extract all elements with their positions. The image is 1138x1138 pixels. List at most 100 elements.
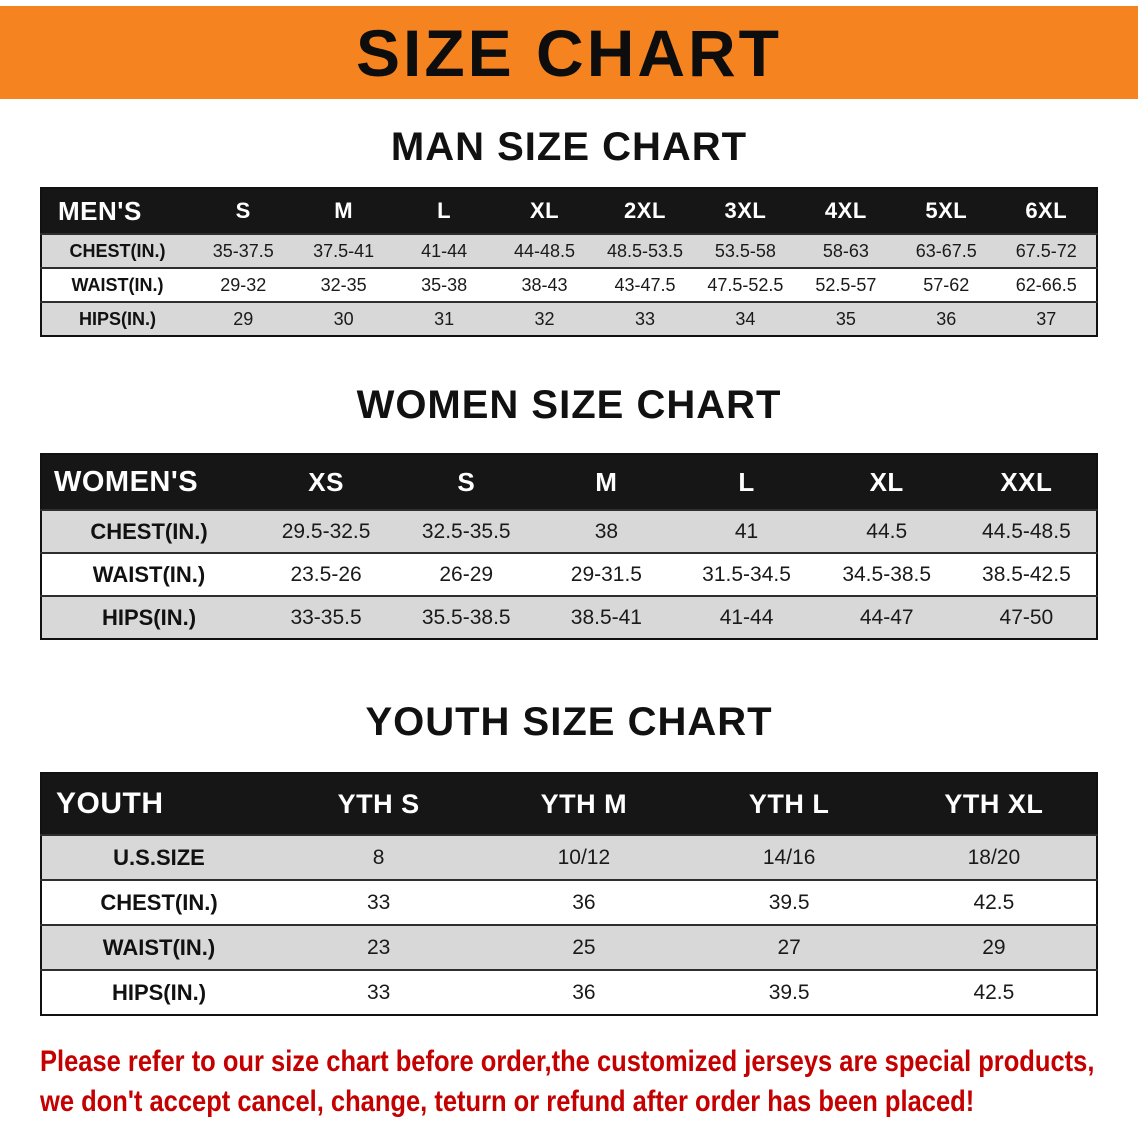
value-cell: 36 <box>572 890 596 914</box>
measurement-row: CHEST(IN.) 33 36 39.5 42.5 <box>41 880 1097 925</box>
table-title-cell: MEN'S <box>41 188 193 234</box>
size-header-cell: 3XL <box>695 188 796 234</box>
row-label-cell: WAIST(IN.) <box>71 274 164 295</box>
size-header-cell: S <box>193 188 294 234</box>
value-cell: 39.5 <box>768 890 810 914</box>
table-title-cell: WOMEN'S <box>41 454 256 510</box>
value-cell: 53.5-58 <box>714 240 776 261</box>
value-cell: 29 <box>233 308 254 329</box>
row-label-cell: CHEST(IN.) <box>90 518 208 544</box>
measurement-row: HIPS(IN.) 33-35.5 35.5-38.5 38.5-41 41-44 44-… <box>41 596 1097 639</box>
value-cell: 35-38 <box>421 274 468 295</box>
row-label-cell: CHEST(IN.) <box>100 889 218 915</box>
row-label-cell: HIPS(IN.) <box>78 308 156 329</box>
value-cell: 44-48.5 <box>514 240 576 261</box>
value-cell: 32 <box>534 308 555 329</box>
size-header-cell: XL <box>494 188 595 234</box>
measurement-row: WAIST(IN.) 23.5-26 26-29 29-31.5 31.5-34.5 34… <box>41 553 1097 596</box>
value-cell: 35 <box>835 308 856 329</box>
size-header-cell: XL <box>816 454 957 510</box>
size-header-cell: M <box>293 188 394 234</box>
value-cell: 8 <box>372 845 385 869</box>
value-cell: 35-37.5 <box>212 240 274 261</box>
man-chart-heading: MAN SIZE CHART <box>390 125 748 169</box>
size-header-cell: 4XL <box>795 188 897 234</box>
size-header-cell: M <box>536 454 677 510</box>
notice-line-1: Please refer to our size chart before or… <box>40 1045 1095 1078</box>
row-label-cell: U.S.SIZE <box>113 844 205 870</box>
value-cell: 32-35 <box>320 274 367 295</box>
value-cell: 34 <box>735 308 756 329</box>
size-header-cell: YTH M <box>481 773 687 835</box>
value-cell: 41-44 <box>719 605 774 629</box>
header-row: WOMEN'S XS S M L XL XXL <box>41 454 1097 510</box>
value-cell: 14/16 <box>762 845 816 869</box>
value-cell: 67.5-72 <box>1015 240 1077 261</box>
size-header-cell: 6XL <box>996 188 1097 234</box>
table-title-cell: YOUTH <box>41 773 276 835</box>
value-cell: 52.5-57 <box>815 274 877 295</box>
youth-size-section: YOUTH SIZE CHART YOUTH YTH S YTH M YTH L YTH… <box>0 698 1138 1016</box>
value-cell: 37.5-41 <box>313 240 375 261</box>
value-cell: 27 <box>777 935 801 959</box>
value-cell: 36 <box>572 980 596 1004</box>
man-size-section: MAN SIZE CHART MEN'S S M L XL 2XL 3XL 4XL 5XL 6XL… <box>0 123 1138 337</box>
value-cell: 42.5 <box>973 890 1015 914</box>
youth-size-table: YOUTH YTH S YTH M YTH L YTH XL U.S.SIZE 8 10/12… <box>40 772 1098 1016</box>
value-cell: 10/12 <box>557 845 611 869</box>
value-cell: 35.5-38.5 <box>421 605 511 629</box>
size-header-cell: XS <box>256 454 397 510</box>
measurement-row: WAIST(IN.) 29-32 32-35 35-38 38-43 43-47.5 47.… <box>41 268 1097 302</box>
value-cell: 33 <box>634 308 655 329</box>
value-cell: 48.5-53.5 <box>606 240 683 261</box>
size-header-cell: YTH S <box>276 773 482 835</box>
value-cell: 34.5-38.5 <box>842 562 932 586</box>
row-label-cell: WAIST(IN.) <box>102 934 216 960</box>
value-cell: 29-31.5 <box>570 562 642 586</box>
size-header-cell: L <box>393 188 495 234</box>
value-cell: 63-67.5 <box>915 240 977 261</box>
value-cell: 31.5-34.5 <box>702 562 791 586</box>
size-header-cell: YTH XL <box>891 773 1097 835</box>
value-cell: 62-66.5 <box>1015 274 1077 295</box>
row-label-cell: HIPS(IN.) <box>111 979 207 1005</box>
value-cell: 36 <box>936 308 957 329</box>
value-cell: 33 <box>366 980 391 1004</box>
value-cell: 18/20 <box>967 845 1021 869</box>
measurement-row: HIPS(IN.) 29 30 31 32 33 34 35 36 37 <box>41 302 1097 336</box>
size-header-cell: L <box>676 454 817 510</box>
value-cell: 41-44 <box>421 240 468 261</box>
value-cell: 38.5-41 <box>570 605 642 629</box>
size-header-cell: 5XL <box>896 188 997 234</box>
value-cell: 42.5 <box>973 980 1015 1004</box>
size-header-cell: XXL <box>956 454 1097 510</box>
women-size-section: WOMEN SIZE CHART WOMEN'S XS S M L XL XXL CHEST(… <box>0 381 1138 640</box>
women-chart-heading: WOMEN SIZE CHART <box>356 383 782 427</box>
women-size-table: WOMEN'S XS S M L XL XXL CHEST(IN.) 29.5-32.5 32.5… <box>40 453 1098 640</box>
header-row: YOUTH YTH S YTH M YTH L YTH XL <box>41 773 1097 835</box>
measurement-row: CHEST(IN.) 35-37.5 37.5-41 41-44 44-48.5 48.5… <box>41 234 1097 268</box>
value-cell: 43-47.5 <box>614 274 676 295</box>
value-cell: 58-63 <box>822 240 869 261</box>
notice-line-2: we don't accept cancel, change, teturn o… <box>40 1085 975 1118</box>
value-cell: 32.5-35.5 <box>421 519 511 543</box>
value-cell: 47.5-52.5 <box>707 274 784 295</box>
measurement-row: U.S.SIZE 8 10/12 14/16 18/20 <box>41 835 1097 880</box>
value-cell: 33 <box>366 890 391 914</box>
value-cell: 23.5-26 <box>290 562 362 586</box>
value-cell: 39.5 <box>768 980 810 1004</box>
man-size-table: MEN'S S M L XL 2XL 3XL 4XL 5XL 6XL CHEST(IN.) 35-37… <box>40 187 1098 337</box>
value-cell: 30 <box>333 308 354 329</box>
size-header-cell: YTH L <box>686 773 892 835</box>
row-label-cell: HIPS(IN.) <box>101 604 197 630</box>
title-banner: SIZE CHART <box>0 6 1138 99</box>
header-row: MEN'S S M L XL 2XL 3XL 4XL 5XL 6XL <box>41 188 1097 234</box>
value-cell: 25 <box>572 935 596 959</box>
value-cell: 38 <box>594 519 619 543</box>
size-header-cell: 2XL <box>594 188 696 234</box>
size-chart-page: SIZE CHART MAN SIZE CHART MEN'S S M L XL 2XL 3… <box>0 6 1138 1122</box>
order-notice: Please refer to our size chart before or… <box>40 1042 1138 1122</box>
value-cell: 44.5 <box>866 519 908 543</box>
measurement-row: WAIST(IN.) 23 25 27 29 <box>41 925 1097 970</box>
value-cell: 33-35.5 <box>290 605 362 629</box>
